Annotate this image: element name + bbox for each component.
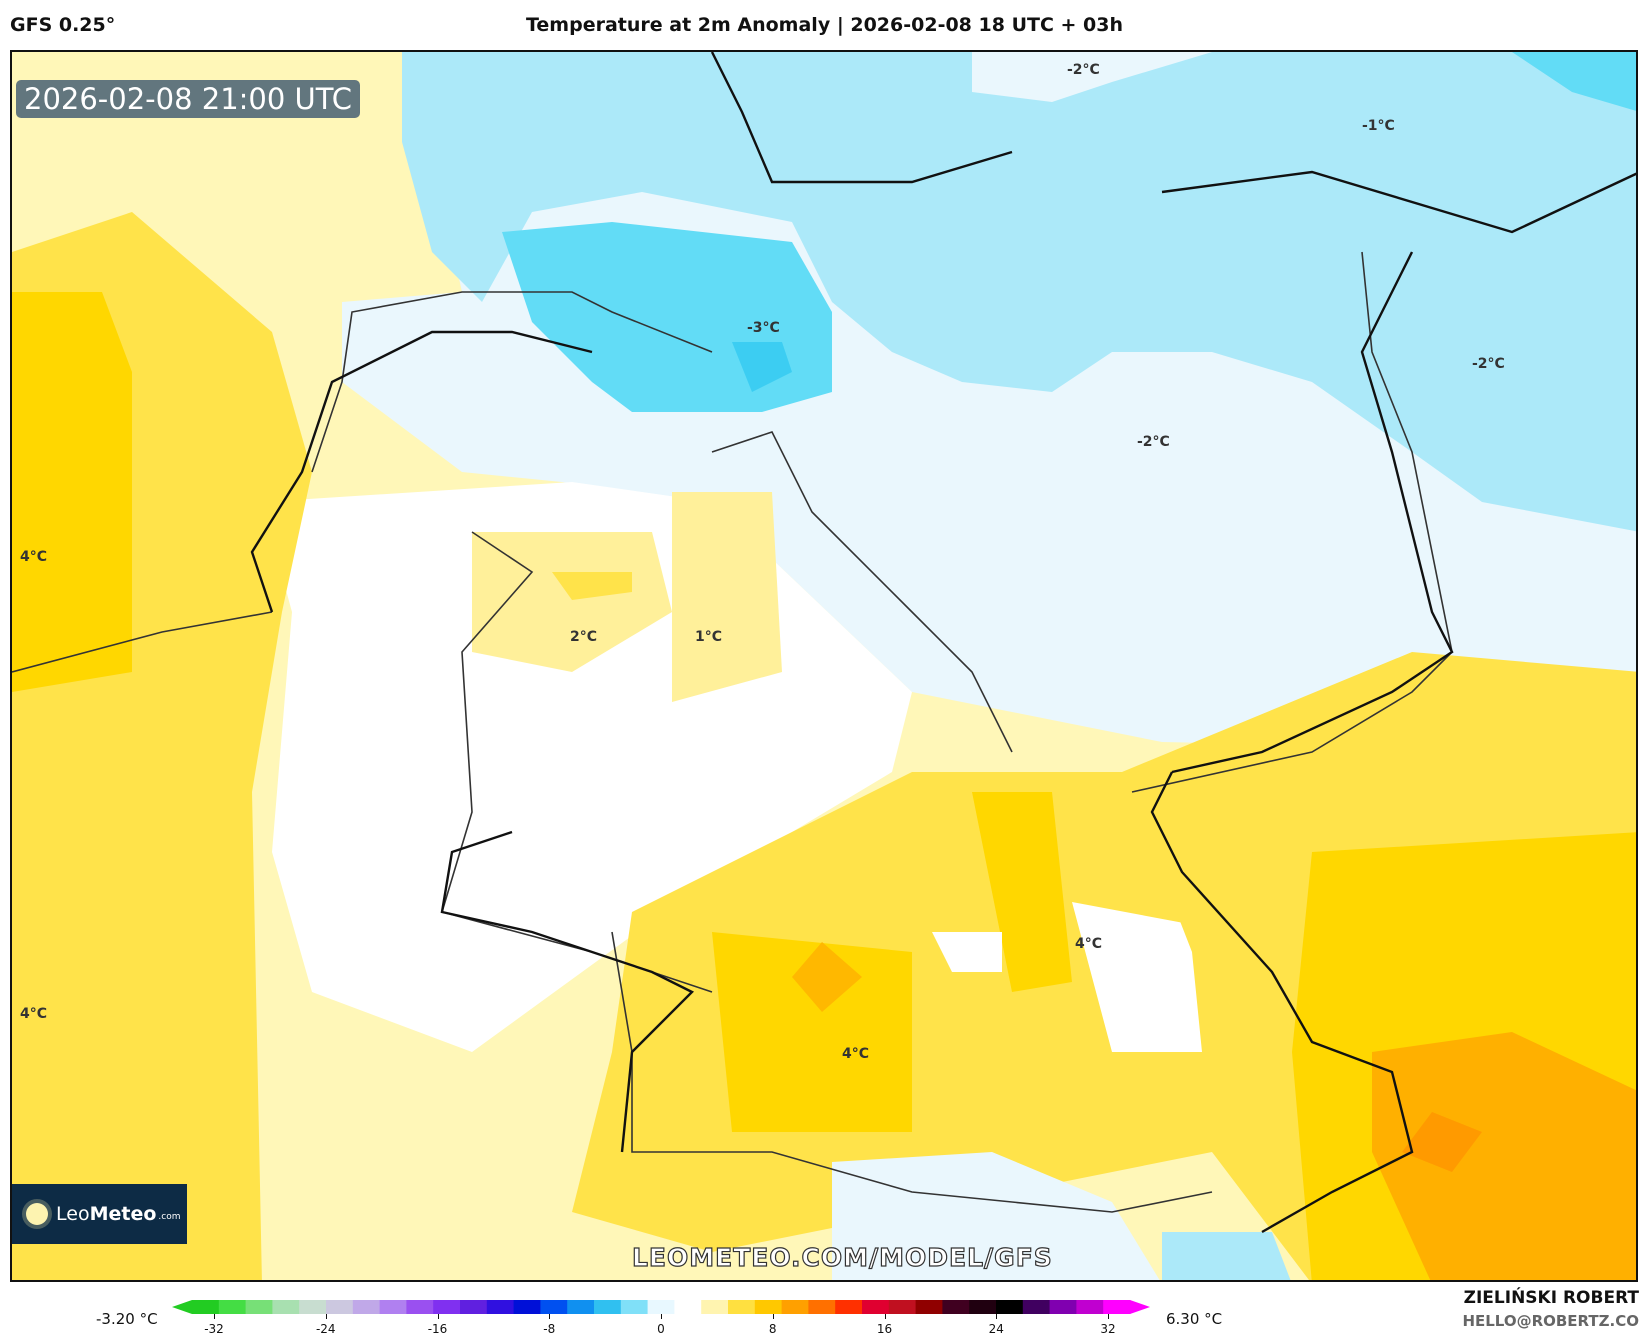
colorbar-tick-label: -16 (427, 1322, 448, 1336)
contour-label: 2°C (570, 629, 598, 645)
contour-label: -2°C (1067, 62, 1100, 78)
contour-label: 4°C (20, 549, 48, 565)
colorbar-tick-label: 32 (1100, 1322, 1116, 1336)
colorbar-tick (772, 1314, 774, 1319)
colorbar-tick (661, 1314, 662, 1319)
contour-label: 4°C (20, 1006, 48, 1022)
logo-text-com: .com (158, 1212, 181, 1222)
model-label: GFS 0.25° (10, 14, 116, 36)
colorbar-tick-label: 0 (657, 1322, 665, 1336)
valid-time-badge: 2026-02-08 21:00 UTC (16, 80, 361, 118)
colorbar-tick (325, 1314, 327, 1319)
author-name: ZIELIŃSKI ROBERT (1463, 1288, 1639, 1308)
colorbar-tick (214, 1314, 215, 1319)
colorbar-tick-label: 16 (876, 1322, 893, 1336)
contour-label: 4°C (842, 1046, 870, 1062)
contour-label: -3°C (747, 320, 780, 336)
logo-text-leo: Leo (56, 1203, 90, 1225)
contour-label: 4°C (1075, 936, 1103, 952)
anomaly-map (12, 52, 1636, 1280)
author-email[interactable]: HELLO@ROBERTZ.CO (1462, 1312, 1639, 1330)
contour-label: -2°C (1472, 356, 1505, 372)
colorbar-tick (884, 1314, 886, 1319)
colorbar-tick (549, 1314, 551, 1319)
colorbar-max-label: 6.30 °C (1166, 1310, 1223, 1328)
chart-title: Temperature at 2m Anomaly | 2026-02-08 1… (525, 14, 1124, 36)
colorbar-tick-label: -24 (315, 1322, 336, 1336)
colorbar (172, 1300, 1150, 1314)
sun-icon (26, 1203, 48, 1225)
colorbar-tick (437, 1314, 439, 1319)
colorbar-tick-label: -32 (204, 1322, 224, 1336)
colorbar-tick (996, 1314, 998, 1319)
contour-label: 1°C (695, 629, 723, 645)
contour-label: -1°C (1362, 118, 1395, 134)
leometeo-logo[interactable]: Leo Meteo .com (12, 1184, 187, 1244)
contour-label: -2°C (1137, 434, 1170, 450)
map-panel[interactable]: 2026-02-08 21:00 UTC -2°C -1°C -3°C -2°C -2°… (10, 50, 1638, 1282)
colorbar-min-label: -3.20 °C (96, 1310, 158, 1328)
colorbar-ticks: -32 -24 -16 -8 0 8 16 24 32 (172, 1314, 1150, 1336)
watermark-url: LEOMETEO.COM/MODEL/GFS (631, 1242, 1053, 1272)
logo-text-meteo: Meteo (89, 1203, 157, 1225)
colorbar-tick (1108, 1314, 1109, 1319)
colorbar-tick-label: 24 (988, 1322, 1004, 1336)
colorbar-tick-label: -8 (543, 1322, 556, 1336)
colorbar-tick-label: 8 (768, 1322, 777, 1336)
